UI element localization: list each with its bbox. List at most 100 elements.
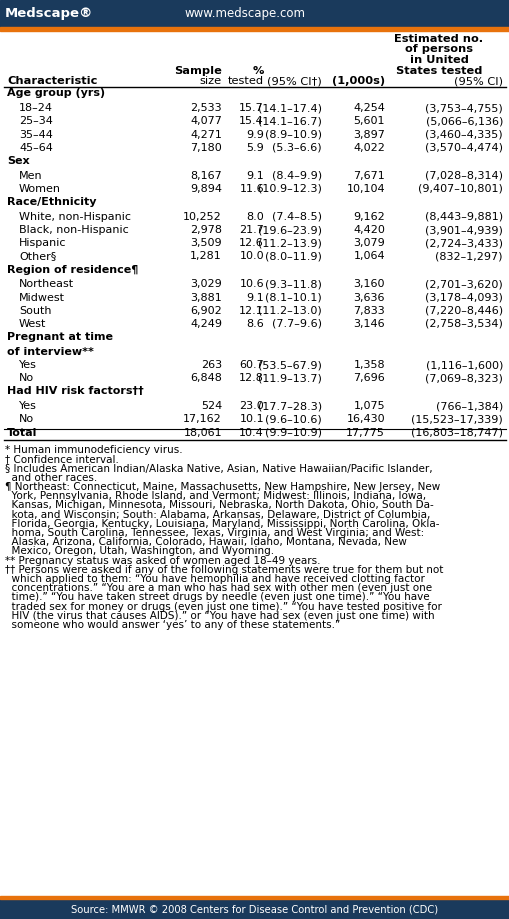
Text: 8.6: 8.6 [246,319,264,329]
Bar [0,899,509,919]
Text: Women: Women [19,184,61,194]
Text: 1,064: 1,064 [353,252,384,261]
Text: tested: tested [228,76,264,86]
Text: 8.0: 8.0 [246,211,264,221]
Text: (9.9–10.9): (9.9–10.9) [265,427,321,437]
Text: (11.2–13.9): (11.2–13.9) [258,238,321,248]
Text: 11.6: 11.6 [239,184,264,194]
Text: 10,104: 10,104 [346,184,384,194]
Text: (3,753–4,755): (3,753–4,755) [425,103,502,113]
Text: 16,430: 16,430 [346,414,384,425]
Text: and other races.: and other races. [5,472,97,482]
Text: 18,061: 18,061 [183,427,221,437]
Text: (19.6–23.9): (19.6–23.9) [258,225,321,235]
Text: 10.4: 10.4 [239,427,264,437]
Text: (7,028–8,314): (7,028–8,314) [424,171,502,181]
Text: (11.2–13.0): (11.2–13.0) [258,306,321,316]
Text: 9.1: 9.1 [246,292,264,302]
Text: 4,254: 4,254 [352,103,384,113]
Text: (9.6–10.6): (9.6–10.6) [265,414,321,425]
Text: 12.1: 12.1 [239,306,264,316]
Text: of interview**: of interview** [7,346,94,357]
Text: (3,570–4,474): (3,570–4,474) [424,142,502,153]
Text: (1,000s): (1,000s) [331,76,384,86]
Text: 18–24: 18–24 [19,103,53,113]
Text: 15.7: 15.7 [239,103,264,113]
Text: 3,029: 3,029 [190,279,221,289]
Text: Total: Total [7,427,37,437]
Text: Yes: Yes [19,360,37,370]
Text: 25–34: 25–34 [19,117,53,127]
Text: (16,803–18,747): (16,803–18,747) [410,427,502,437]
Text: 17,775: 17,775 [346,427,384,437]
Text: 9.1: 9.1 [246,171,264,181]
Text: 15.4: 15.4 [239,117,264,127]
Text: size: size [200,76,221,86]
Text: (5,066–6,136): (5,066–6,136) [425,117,502,127]
Text: No: No [19,373,34,383]
Text: West: West [19,319,46,329]
Text: 12.8: 12.8 [239,373,264,383]
Text: (95% CI†): (95% CI†) [267,76,321,86]
Bar [0,0,509,27]
Text: Age group (yrs): Age group (yrs) [7,88,105,98]
Text: South: South [19,306,51,316]
Text: (2,724–3,433): (2,724–3,433) [424,238,502,248]
Text: 60.7: 60.7 [239,360,264,370]
Text: www.medscape.com: www.medscape.com [185,7,305,20]
Text: Midwest: Midwest [19,292,65,302]
Text: 3,079: 3,079 [353,238,384,248]
Text: (7,069–8,323): (7,069–8,323) [425,373,502,383]
Text: (766–1,384): (766–1,384) [435,401,502,411]
Text: 524: 524 [201,401,221,411]
Text: (11.9–13.7): (11.9–13.7) [258,373,321,383]
Text: (95% CI): (95% CI) [453,76,502,86]
Text: 9,894: 9,894 [190,184,221,194]
Text: 35–44: 35–44 [19,130,53,140]
Text: 3,636: 3,636 [353,292,384,302]
Text: Northeast: Northeast [19,279,74,289]
Text: 10.1: 10.1 [239,414,264,425]
Text: * Human immunodeficiency virus.: * Human immunodeficiency virus. [5,445,182,455]
Text: Estimated no.: Estimated no. [393,34,483,44]
Text: (832–1,297): (832–1,297) [435,252,502,261]
Text: Sample: Sample [174,65,221,75]
Text: 7,180: 7,180 [190,142,221,153]
Text: (5.3–6.6): (5.3–6.6) [272,142,321,153]
Text: 10,252: 10,252 [183,211,221,221]
Text: Sex: Sex [7,156,30,166]
Text: 1,281: 1,281 [190,252,221,261]
Text: HIV (the virus that causes AIDS).” or “You have had sex (even just one time) wit: HIV (the virus that causes AIDS).” or “Y… [5,611,434,621]
Text: ** Pregnancy status was asked of women aged 18–49 years.: ** Pregnancy status was asked of women a… [5,556,320,565]
Text: (9,407–10,801): (9,407–10,801) [417,184,502,194]
Bar [0,27,509,31]
Text: No: No [19,414,34,425]
Text: concentrations.” “You are a man who has had sex with other men (even just one: concentrations.” “You are a man who has … [5,584,431,593]
Text: Yes: Yes [19,401,37,411]
Text: 2,533: 2,533 [190,103,221,113]
Text: 8,167: 8,167 [190,171,221,181]
Text: † Confidence interval.: † Confidence interval. [5,454,119,464]
Text: 10.0: 10.0 [239,252,264,261]
Text: 45–64: 45–64 [19,142,53,153]
Text: Alaska, Arizona, California, Colorado, Hawaii, Idaho, Montana, Nevada, New: Alaska, Arizona, California, Colorado, H… [5,538,406,547]
Text: (8.1–10.1): (8.1–10.1) [265,292,321,302]
Text: time).” “You have taken street drugs by needle (even just one time).” “You have: time).” “You have taken street drugs by … [5,593,429,602]
Text: § Includes American Indian/Alaska Native, Asian, Native Hawaiian/Pacific Islande: § Includes American Indian/Alaska Native… [5,463,432,473]
Text: Characteristic: Characteristic [7,76,97,86]
Text: 10.6: 10.6 [239,279,264,289]
Text: (3,178–4,093): (3,178–4,093) [425,292,502,302]
Text: Black, non-Hispanic: Black, non-Hispanic [19,225,128,235]
Text: Hispanic: Hispanic [19,238,66,248]
Text: Florida, Georgia, Kentucky, Louisiana, Maryland, Mississippi, North Carolina, Ok: Florida, Georgia, Kentucky, Louisiana, M… [5,519,439,528]
Text: 3,881: 3,881 [190,292,221,302]
Text: 3,897: 3,897 [352,130,384,140]
Text: Medscape®: Medscape® [5,7,93,20]
Text: Other§: Other§ [19,252,56,261]
Text: 6,902: 6,902 [190,306,221,316]
Text: (53.5–67.9): (53.5–67.9) [258,360,321,370]
Text: (14.1–17.4): (14.1–17.4) [258,103,321,113]
Text: (8.9–10.9): (8.9–10.9) [265,130,321,140]
Text: ¶ Northeast: Connecticut, Maine, Massachusetts, New Hampshire, New Jersey, New: ¶ Northeast: Connecticut, Maine, Massach… [5,482,439,492]
Text: Kansas, Michigan, Minnesota, Missouri, Nebraska, North Dakota, Ohio, South Da-: Kansas, Michigan, Minnesota, Missouri, N… [5,501,433,510]
